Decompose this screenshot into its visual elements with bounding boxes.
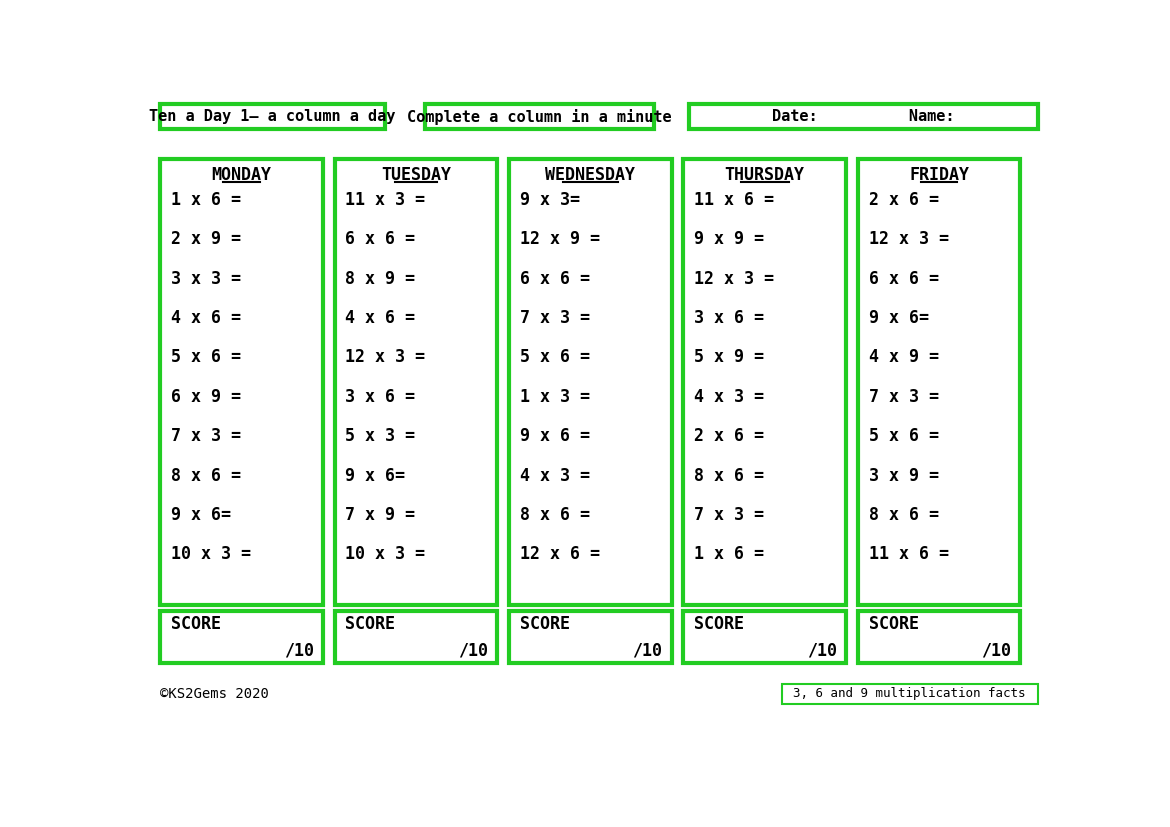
Text: 9 x 3=: 9 x 3= bbox=[519, 191, 580, 209]
Text: /10: /10 bbox=[982, 642, 1011, 660]
Text: 1 x 3 =: 1 x 3 = bbox=[519, 388, 590, 406]
Text: 2 x 6 =: 2 x 6 = bbox=[868, 191, 938, 209]
Text: 8 x 6 =: 8 x 6 = bbox=[171, 466, 241, 485]
Text: 8 x 6 =: 8 x 6 = bbox=[519, 506, 590, 523]
Text: /10: /10 bbox=[807, 642, 837, 660]
Text: 10 x 3 =: 10 x 3 = bbox=[171, 545, 252, 563]
Text: 9 x 6=: 9 x 6= bbox=[171, 506, 230, 523]
Text: 12 x 9 =: 12 x 9 = bbox=[519, 231, 600, 248]
FancyBboxPatch shape bbox=[683, 159, 846, 605]
Text: 7 x 3 =: 7 x 3 = bbox=[694, 506, 764, 523]
Text: TUESDAY: TUESDAY bbox=[381, 166, 450, 184]
Text: 9 x 9 =: 9 x 9 = bbox=[694, 231, 764, 248]
Text: 4 x 6 =: 4 x 6 = bbox=[171, 309, 241, 327]
FancyBboxPatch shape bbox=[683, 610, 846, 663]
Text: 3, 6 and 9 multiplication facts: 3, 6 and 9 multiplication facts bbox=[793, 687, 1026, 700]
Text: 2 x 9 =: 2 x 9 = bbox=[171, 231, 241, 248]
Text: 8 x 6 =: 8 x 6 = bbox=[868, 506, 938, 523]
Text: SCORE: SCORE bbox=[868, 615, 918, 633]
Text: SCORE: SCORE bbox=[345, 615, 395, 633]
Text: 6 x 6 =: 6 x 6 = bbox=[345, 231, 415, 248]
Text: 2 x 6 =: 2 x 6 = bbox=[694, 428, 764, 445]
Text: 9 x 6=: 9 x 6= bbox=[868, 309, 929, 327]
Text: ©KS2Gems 2020: ©KS2Gems 2020 bbox=[160, 686, 269, 700]
FancyBboxPatch shape bbox=[509, 159, 672, 605]
Text: 4 x 3 =: 4 x 3 = bbox=[694, 388, 764, 406]
Text: 12 x 3 =: 12 x 3 = bbox=[345, 348, 426, 366]
Text: 3 x 9 =: 3 x 9 = bbox=[868, 466, 938, 485]
Text: /10: /10 bbox=[283, 642, 314, 660]
Text: 7 x 9 =: 7 x 9 = bbox=[345, 506, 415, 523]
Text: MONDAY: MONDAY bbox=[212, 166, 271, 184]
Text: 6 x 9 =: 6 x 9 = bbox=[171, 388, 241, 406]
Text: 7 x 3 =: 7 x 3 = bbox=[868, 388, 938, 406]
Text: 3 x 3 =: 3 x 3 = bbox=[171, 270, 241, 288]
FancyBboxPatch shape bbox=[160, 159, 323, 605]
Text: SCORE: SCORE bbox=[694, 615, 744, 633]
Text: 6 x 6 =: 6 x 6 = bbox=[868, 270, 938, 288]
FancyBboxPatch shape bbox=[335, 610, 497, 663]
Text: 4 x 3 =: 4 x 3 = bbox=[519, 466, 590, 485]
FancyBboxPatch shape bbox=[858, 610, 1020, 663]
Text: 5 x 9 =: 5 x 9 = bbox=[694, 348, 764, 366]
Text: Date:          Name:: Date: Name: bbox=[772, 109, 955, 124]
Text: 1 x 6 =: 1 x 6 = bbox=[171, 191, 241, 209]
Text: 12 x 6 =: 12 x 6 = bbox=[519, 545, 600, 563]
Text: 8 x 9 =: 8 x 9 = bbox=[345, 270, 415, 288]
Text: /10: /10 bbox=[457, 642, 488, 660]
Text: 9 x 6=: 9 x 6= bbox=[345, 466, 406, 485]
Text: 5 x 3 =: 5 x 3 = bbox=[345, 428, 415, 445]
Text: 12 x 3 =: 12 x 3 = bbox=[868, 231, 949, 248]
FancyBboxPatch shape bbox=[160, 610, 323, 663]
Text: FRIDAY: FRIDAY bbox=[909, 166, 969, 184]
FancyBboxPatch shape bbox=[858, 159, 1020, 605]
Text: 4 x 6 =: 4 x 6 = bbox=[345, 309, 415, 327]
FancyBboxPatch shape bbox=[335, 159, 497, 605]
Text: Complete a column in a minute: Complete a column in a minute bbox=[407, 108, 672, 125]
Text: 7 x 3 =: 7 x 3 = bbox=[519, 309, 590, 327]
Text: 7 x 3 =: 7 x 3 = bbox=[171, 428, 241, 445]
Text: 5 x 6 =: 5 x 6 = bbox=[171, 348, 241, 366]
Text: SCORE: SCORE bbox=[171, 615, 221, 633]
Text: 11 x 6 =: 11 x 6 = bbox=[694, 191, 775, 209]
Text: SCORE: SCORE bbox=[519, 615, 570, 633]
Text: 6 x 6 =: 6 x 6 = bbox=[519, 270, 590, 288]
Text: 5 x 6 =: 5 x 6 = bbox=[519, 348, 590, 366]
Text: 3 x 6 =: 3 x 6 = bbox=[694, 309, 764, 327]
Text: 9 x 6 =: 9 x 6 = bbox=[519, 428, 590, 445]
Text: 12 x 3 =: 12 x 3 = bbox=[694, 270, 775, 288]
FancyBboxPatch shape bbox=[782, 684, 1038, 704]
Text: 11 x 3 =: 11 x 3 = bbox=[345, 191, 426, 209]
Text: /10: /10 bbox=[633, 642, 662, 660]
Text: 5 x 6 =: 5 x 6 = bbox=[868, 428, 938, 445]
FancyBboxPatch shape bbox=[689, 104, 1038, 129]
Text: 8 x 6 =: 8 x 6 = bbox=[694, 466, 764, 485]
FancyBboxPatch shape bbox=[425, 104, 654, 129]
Text: 1 x 6 =: 1 x 6 = bbox=[694, 545, 764, 563]
Text: 4 x 9 =: 4 x 9 = bbox=[868, 348, 938, 366]
FancyBboxPatch shape bbox=[160, 104, 385, 129]
Text: Ten a Day 1— a column a day: Ten a Day 1— a column a day bbox=[150, 109, 395, 124]
Text: 3 x 6 =: 3 x 6 = bbox=[345, 388, 415, 406]
Text: THURSDAY: THURSDAY bbox=[724, 166, 805, 184]
Text: WEDNESDAY: WEDNESDAY bbox=[545, 166, 635, 184]
Text: 10 x 3 =: 10 x 3 = bbox=[345, 545, 426, 563]
Text: 11 x 6 =: 11 x 6 = bbox=[868, 545, 949, 563]
FancyBboxPatch shape bbox=[509, 610, 672, 663]
